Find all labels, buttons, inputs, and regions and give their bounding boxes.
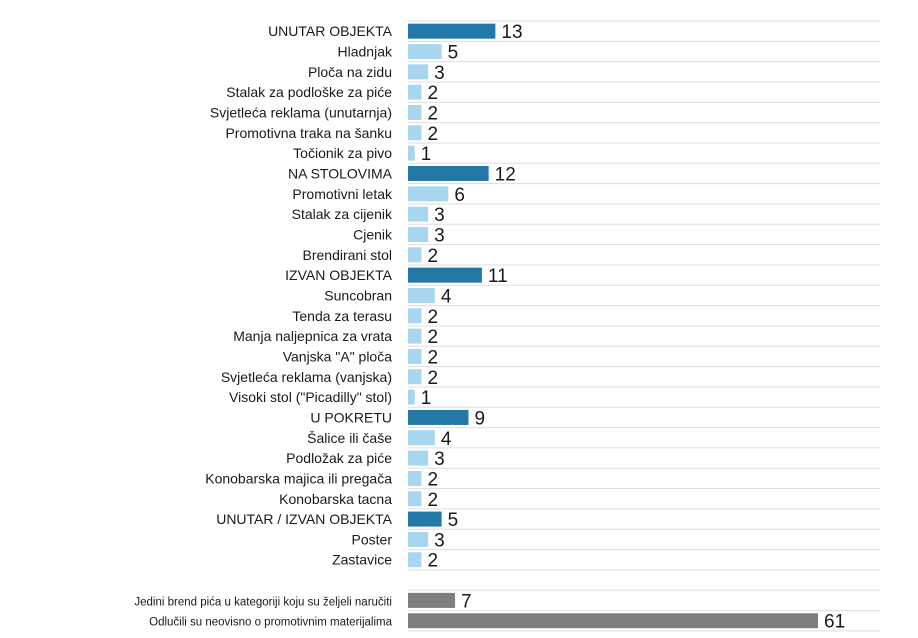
category-label: IZVAN OBJEKTA: [285, 267, 392, 283]
value-label: 11: [488, 266, 508, 287]
value-label: 2: [427, 347, 438, 368]
value-label: 61: [824, 612, 845, 633]
bar-layer: [408, 23, 818, 629]
value-label: 1: [421, 144, 432, 165]
bar-group: [408, 511, 442, 527]
bar-item: [408, 125, 422, 141]
category-label: Suncobran: [324, 287, 392, 303]
bar-item: [408, 64, 429, 80]
category-label: Svjetleća reklama (vanjska): [221, 369, 392, 385]
category-label: NA STOLOVIMA: [288, 165, 393, 181]
category-label: Cjenik: [353, 226, 393, 242]
bar-item: [408, 226, 429, 242]
category-label: Tenda za terasu: [292, 308, 392, 324]
value-label: 2: [427, 124, 438, 145]
value-label: 5: [448, 42, 459, 63]
category-label: Ploča na zidu: [308, 64, 392, 80]
value-label: 4: [441, 286, 452, 307]
bar-other: [408, 592, 456, 608]
bar-group: [408, 23, 496, 39]
value-label: 12: [495, 164, 516, 185]
value-label: 3: [434, 530, 445, 551]
bar-item: [408, 43, 442, 59]
category-label: U POKRETU: [310, 409, 392, 425]
category-label: Hladnjak: [338, 43, 393, 59]
bar-group: [408, 267, 482, 283]
category-label: UNUTAR / IZVAN OBJEKTA: [216, 511, 392, 527]
bar-item: [408, 552, 422, 568]
category-label: Promotivna traka na šanku: [225, 125, 392, 141]
category-label: Poster: [352, 531, 393, 547]
bar-item: [408, 84, 422, 100]
value-label: 6: [454, 185, 465, 206]
bar-item: [408, 145, 415, 161]
value-label: 3: [434, 63, 445, 84]
category-label: Točionik za pivo: [293, 145, 392, 161]
bar-group: [408, 409, 469, 425]
value-label: 3: [434, 225, 445, 246]
value-label: 5: [448, 510, 459, 531]
category-label: Podložak za piće: [286, 450, 392, 466]
value-label: 13: [501, 22, 522, 43]
bar-item: [408, 450, 429, 466]
value-label: 2: [427, 551, 438, 572]
bar-item: [408, 389, 415, 405]
category-label: Manja naljepnica za vrata: [233, 328, 392, 344]
bar-item: [408, 491, 422, 507]
bar-item: [408, 186, 449, 202]
category-label: Jedini brend pića u kategoriji koju su ž…: [134, 596, 392, 608]
bar-item: [408, 308, 422, 324]
bar-item: [408, 430, 435, 446]
value-label: 2: [427, 490, 438, 511]
value-label: 3: [434, 205, 445, 226]
value-label: 7: [461, 591, 472, 612]
bar-item: [408, 369, 422, 385]
bar-item: [408, 104, 422, 120]
value-label: 2: [427, 327, 438, 348]
grid-layer: [408, 20, 880, 632]
bar-item: [408, 531, 429, 547]
category-label: Svjetleća reklama (unutarnja): [210, 104, 392, 120]
category-label: Šalice ili čaše: [307, 430, 392, 446]
category-label: Stalak za podloške za piće: [226, 84, 392, 100]
category-label: Vanjska "A" ploča: [283, 348, 393, 364]
category-label: Konobarska tacna: [279, 491, 392, 507]
value-label: 3: [434, 449, 445, 470]
value-label: 4: [441, 429, 452, 450]
value-label: 2: [427, 83, 438, 104]
bar-item: [408, 348, 422, 364]
bar-item: [408, 206, 429, 222]
category-label: Brendirani stol: [303, 247, 393, 263]
bar-item: [408, 470, 422, 486]
value-label: 2: [427, 368, 438, 389]
category-label: Odlučili su neovisno o promotivnim mater…: [149, 617, 392, 629]
bar-group: [408, 165, 489, 181]
bar-item: [408, 328, 422, 344]
bar-item: [408, 247, 422, 263]
category-label: Promotivni letak: [292, 186, 393, 202]
bar-other: [408, 613, 818, 629]
value-label: 2: [427, 103, 438, 124]
category-label: Zastavice: [332, 552, 392, 568]
category-label: Konobarska majica ili pregača: [205, 470, 392, 486]
category-label: Stalak za cijenik: [292, 206, 393, 222]
value-label: 9: [474, 408, 485, 429]
value-label: 2: [427, 469, 438, 490]
category-label: Visoki stol ("Picadilly" stol): [229, 389, 392, 405]
value-label: 2: [427, 246, 438, 267]
value-label: 2: [427, 307, 438, 328]
bar-item: [408, 287, 435, 303]
category-label: UNUTAR OBJEKTA: [268, 23, 393, 39]
value-label: 1: [421, 388, 432, 409]
category-labels: UNUTAR OBJEKTA Hladnjak Ploča na zidu Stala…: [134, 23, 393, 629]
